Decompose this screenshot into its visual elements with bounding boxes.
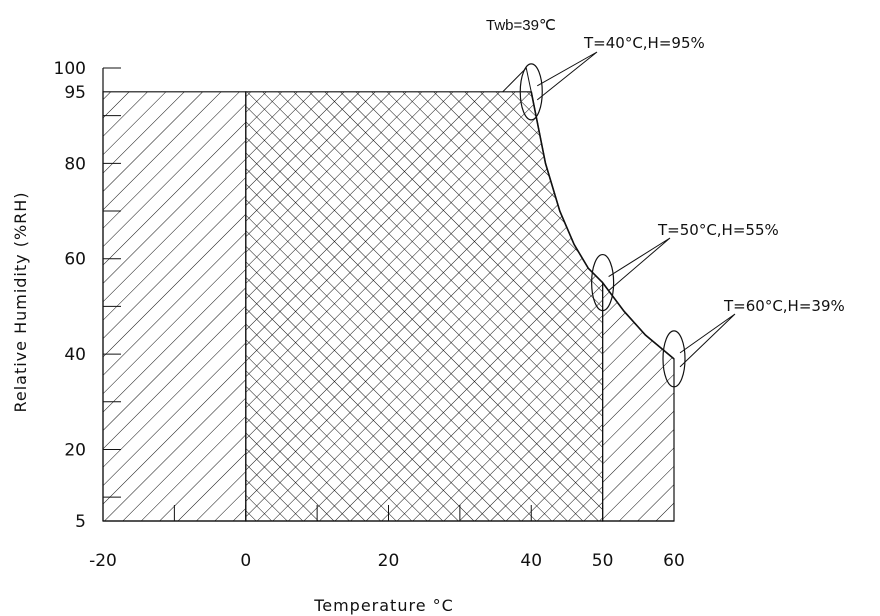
callout-ellipse-2 [591,253,615,312]
x-axis-title: Temperature °C [313,596,454,615]
y-tick-label-5: 5 [75,512,86,532]
x-tick-label-0: 0 [240,551,251,571]
callout-leader-1 [536,51,598,101]
wet-bulb-curve [530,91,675,360]
y-tick-label-100: 100 [54,59,86,79]
callout-leader-3 [679,313,736,368]
callout-leader-2 [608,237,671,291]
twb-label: Twb=39℃ [486,17,556,34]
tick-labels: 5 20 40 60 80 95 100 -20 0 20 40 50 60 [54,59,685,571]
callout-ellipse-3 [662,330,686,388]
y-axis-title: Relative Humidity (%RH) [11,191,30,412]
y-tick-label-95: 95 [64,83,86,103]
x-tick-label-60: 60 [663,551,685,571]
region-single-hatch-left [102,91,247,522]
x-tick-label-40: 40 [520,551,542,571]
callout-label-3: T=60°C,H=39% [723,297,845,315]
callouts: T=40°C,H=95% T=50°C,H=55% T=60°C,H=39% [519,34,845,388]
callout-ellipse-1 [519,63,543,121]
region-cross-hatch-center [245,91,604,522]
x-tick-label-50: 50 [592,551,614,571]
wet-bulb-curve-group [502,66,675,360]
x-tick-label--20: -20 [89,551,117,571]
y-tick-label-80: 80 [64,154,86,174]
y-tick-label-20: 20 [64,440,86,460]
x-tick-label-20: 20 [378,551,400,571]
callout-label-1: T=40°C,H=95% [583,34,705,52]
y-tick-label-60: 60 [64,250,86,270]
region-single-hatch-right [601,280,675,522]
twb-leader [502,66,532,93]
callout-label-2: T=50°C,H=55% [657,221,779,239]
y-tick-label-40: 40 [64,345,86,365]
hatched-regions [102,91,675,522]
